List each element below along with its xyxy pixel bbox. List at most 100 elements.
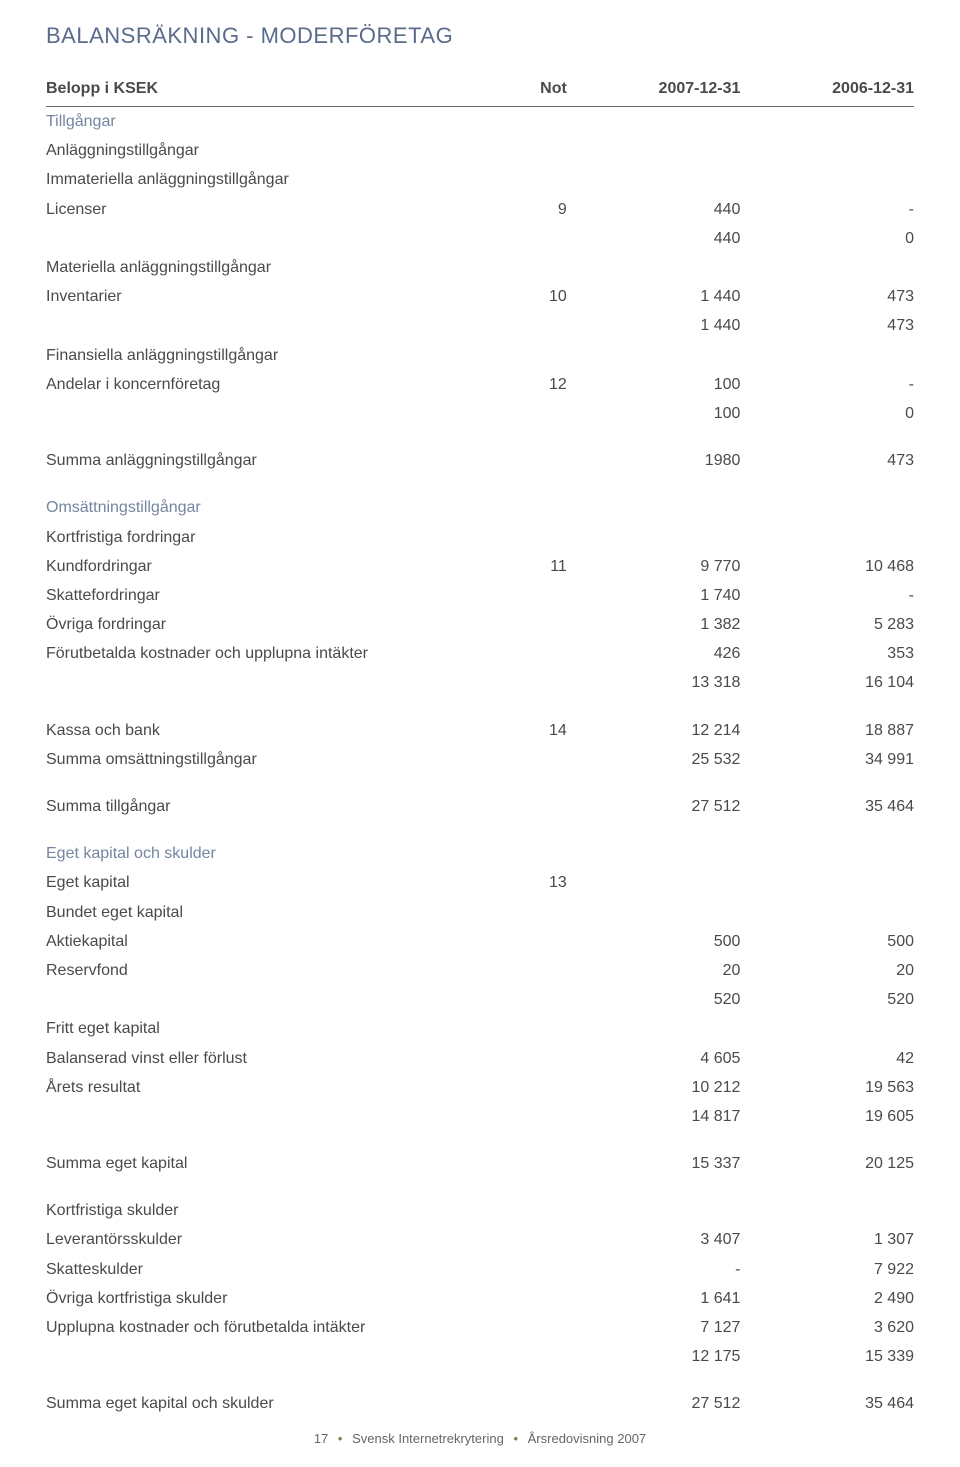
table-row	[46, 1131, 914, 1149]
cell-not	[480, 1014, 567, 1043]
cell-v1: 4 605	[567, 1044, 741, 1073]
cell-not	[480, 1149, 567, 1178]
cell-v1: 100	[567, 370, 741, 399]
cell-label: Immateriella anläggningstillgångar	[46, 165, 480, 194]
cell-v1: -	[567, 1255, 741, 1284]
table-row: Summa anläggningstillgångar1980473	[46, 446, 914, 475]
cell-label: Kassa och bank	[46, 716, 480, 745]
footer-report: Årsredovisning 2007	[528, 1431, 647, 1446]
table-row	[46, 774, 914, 792]
cell-label: Licenser	[46, 195, 480, 224]
cell-label: Leverantörsskulder	[46, 1225, 480, 1254]
cell-v2: 473	[740, 311, 914, 340]
cell-not	[480, 639, 567, 668]
cell-v2: 473	[740, 446, 914, 475]
table-row: Eget kapital och skulder	[46, 839, 914, 868]
cell-label: Aktiekapital	[46, 927, 480, 956]
cell-v2: -	[740, 581, 914, 610]
cell-not	[480, 446, 567, 475]
cell-v2: 42	[740, 1044, 914, 1073]
cell-not	[480, 523, 567, 552]
cell-v2: 3 620	[740, 1313, 914, 1342]
cell-v2	[740, 898, 914, 927]
cell-v2: 19 563	[740, 1073, 914, 1102]
cell-v1	[567, 839, 741, 868]
table-row: Kortfristiga fordringar	[46, 523, 914, 552]
cell-label: Anläggningstillgångar	[46, 136, 480, 165]
cell-v2	[740, 1196, 914, 1225]
cell-label: Skattefordringar	[46, 581, 480, 610]
footer-company: Svensk Internetrekrytering	[352, 1431, 504, 1446]
cell-not	[480, 1196, 567, 1225]
table-row: Årets resultat10 21219 563	[46, 1073, 914, 1102]
page-footer: 17 • Svensk Internetrekrytering • Årsred…	[0, 1430, 960, 1449]
col-not: Not	[480, 74, 567, 107]
table-row: Skattefordringar1 740-	[46, 581, 914, 610]
cell-v2: 15 339	[740, 1342, 914, 1371]
table-row: 14 81719 605	[46, 1102, 914, 1131]
cell-v2	[740, 107, 914, 137]
cell-v2: 10 468	[740, 552, 914, 581]
cell-label: Förutbetalda kostnader och upplupna intä…	[46, 639, 480, 668]
col-label: Belopp i KSEK	[46, 74, 480, 107]
cell-v1	[567, 136, 741, 165]
cell-not: 10	[480, 282, 567, 311]
cell-not	[480, 581, 567, 610]
cell-v2	[740, 493, 914, 522]
table-row: Anläggningstillgångar	[46, 136, 914, 165]
cell-v2: 500	[740, 927, 914, 956]
cell-not	[480, 1102, 567, 1131]
cell-label: Upplupna kostnader och förutbetalda intä…	[46, 1313, 480, 1342]
cell-v2: 1 307	[740, 1225, 914, 1254]
cell-v1: 426	[567, 639, 741, 668]
cell-v2: 7 922	[740, 1255, 914, 1284]
cell-label: Kortfristiga fordringar	[46, 523, 480, 552]
cell-v2: 0	[740, 224, 914, 253]
cell-label: Bundet eget kapital	[46, 898, 480, 927]
cell-label: Fritt eget kapital	[46, 1014, 480, 1043]
cell-not	[480, 1225, 567, 1254]
cell-label: Andelar i koncernföretag	[46, 370, 480, 399]
cell-not	[480, 668, 567, 697]
cell-v1: 7 127	[567, 1313, 741, 1342]
cell-v1	[567, 1014, 741, 1043]
cell-v2	[740, 839, 914, 868]
cell-label: Skatteskulder	[46, 1255, 480, 1284]
footer-bullet-icon: •	[332, 1431, 349, 1446]
cell-label: Inventarier	[46, 282, 480, 311]
cell-not	[480, 839, 567, 868]
cell-not: 12	[480, 370, 567, 399]
cell-v1	[567, 523, 741, 552]
cell-v2	[740, 523, 914, 552]
cell-not	[480, 1044, 567, 1073]
table-row: 1000	[46, 399, 914, 428]
cell-v2: 18 887	[740, 716, 914, 745]
table-row: Summa eget kapital15 33720 125	[46, 1149, 914, 1178]
table-row: Balanserad vinst eller förlust4 60542	[46, 1044, 914, 1073]
cell-label	[46, 311, 480, 340]
cell-v1: 10 212	[567, 1073, 741, 1102]
cell-not	[480, 898, 567, 927]
cell-v1: 27 512	[567, 1389, 741, 1418]
cell-v2: 19 605	[740, 1102, 914, 1131]
table-row: Upplupna kostnader och förutbetalda intä…	[46, 1313, 914, 1342]
cell-label	[46, 1102, 480, 1131]
cell-not	[480, 224, 567, 253]
table-header-row: Belopp i KSEK Not 2007-12-31 2006-12-31	[46, 74, 914, 107]
table-row: Aktiekapital500500	[46, 927, 914, 956]
cell-not	[480, 165, 567, 194]
cell-not	[480, 1313, 567, 1342]
cell-v2: 2 490	[740, 1284, 914, 1313]
cell-v1: 1980	[567, 446, 741, 475]
table-row: Immateriella anläggningstillgångar	[46, 165, 914, 194]
cell-not: 14	[480, 716, 567, 745]
col-period-2: 2006-12-31	[740, 74, 914, 107]
cell-v2: 20 125	[740, 1149, 914, 1178]
table-row: Kundfordringar119 77010 468	[46, 552, 914, 581]
cell-label: Summa eget kapital och skulder	[46, 1389, 480, 1418]
balance-sheet-page: BALANSRÄKNING - MODERFÖRETAG Belopp i KS…	[0, 0, 960, 1467]
table-row: Kortfristiga skulder	[46, 1196, 914, 1225]
cell-not	[480, 107, 567, 137]
cell-v2: 353	[740, 639, 914, 668]
cell-v1: 440	[567, 195, 741, 224]
